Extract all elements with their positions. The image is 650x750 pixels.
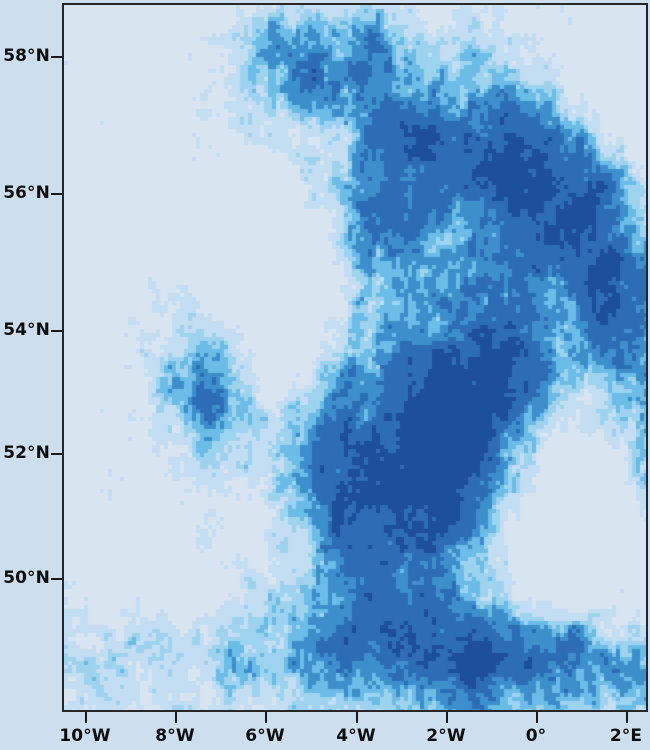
y-tick-label-4: 50°N (3, 568, 50, 588)
y-tick-4 (51, 578, 62, 580)
x-tick-label-1: 8°W (155, 726, 195, 746)
y-tick-label-2: 54°N (3, 320, 50, 340)
y-tick-label-3: 52°N (3, 443, 50, 463)
x-tick-label-4: 2°W (426, 726, 466, 746)
x-tick-label-6: 2°E (609, 726, 643, 746)
y-tick-label-0: 58°N (3, 46, 50, 66)
map-plot-area[interactable] (62, 3, 648, 712)
contour-field-canvas (64, 5, 646, 710)
x-tick-1 (175, 712, 177, 723)
x-tick-5 (536, 712, 538, 723)
y-tick-label-1: 56°N (3, 183, 50, 203)
y-tick-3 (51, 453, 62, 455)
x-tick-4 (446, 712, 448, 723)
x-tick-label-0: 10°W (59, 726, 111, 746)
y-tick-0 (51, 56, 62, 58)
x-tick-label-3: 4°W (336, 726, 376, 746)
y-tick-1 (51, 193, 62, 195)
x-tick-label-5: 0° (525, 726, 547, 746)
x-tick-label-2: 6°W (245, 726, 285, 746)
x-tick-2 (265, 712, 267, 723)
x-tick-0 (85, 712, 87, 723)
x-tick-3 (356, 712, 358, 723)
y-tick-2 (51, 330, 62, 332)
x-tick-6 (626, 712, 628, 723)
